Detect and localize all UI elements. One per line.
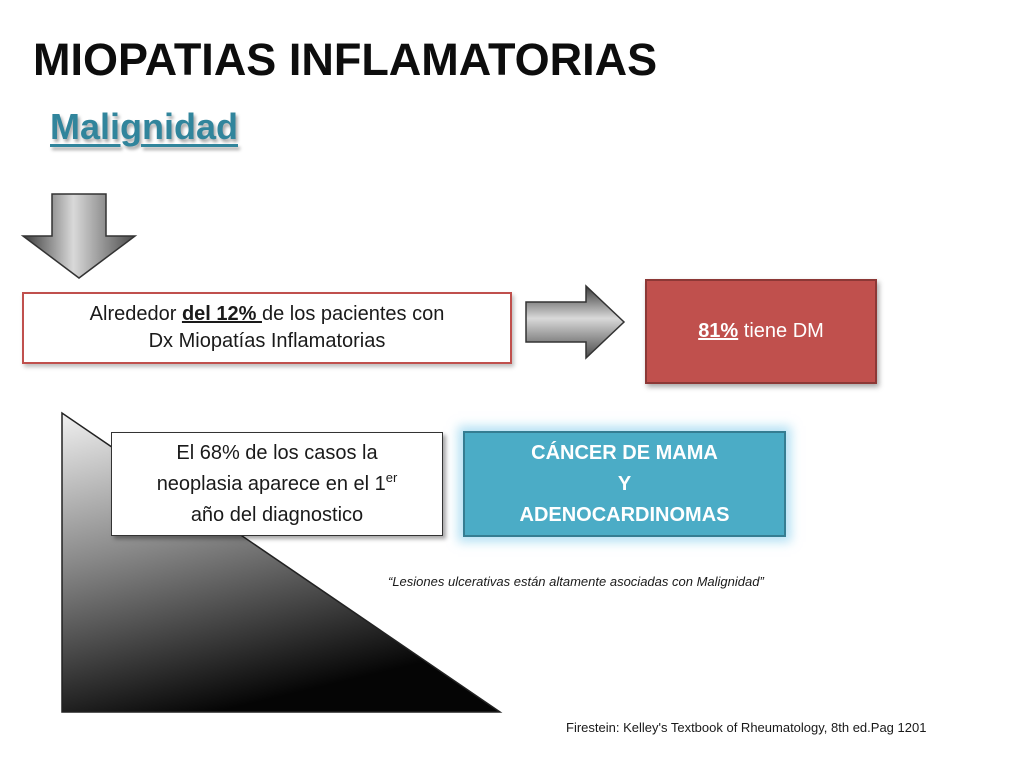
patients-line-1-suffix: de los pacientes con	[261, 303, 445, 325]
cancer-line-3: ADENOCARDINOMAS	[519, 503, 730, 526]
down-arrow-icon	[20, 193, 138, 279]
cancer-line-1: CÁNCER DE MAMA	[531, 441, 718, 464]
diagnosis-timing-box: El 68% de los casos la neoplasia aparece…	[111, 432, 443, 536]
diagnosis-line-1: El 68% de los casos la	[176, 441, 378, 464]
right-arrow-icon	[525, 284, 626, 360]
patients-line-1-prefix: Alrededor	[89, 303, 182, 325]
dm-text: tiene DM	[738, 320, 824, 342]
diagnosis-line-2-text: neoplasia aparece en el 1	[156, 472, 386, 495]
dm-percentage: 81%	[698, 320, 739, 342]
patients-line-2: Dx Miopatías Inflamatorias	[148, 330, 386, 352]
source-citation: Firestein: Kelley's Textbook of Rheumato…	[566, 720, 927, 735]
patients-percentage-box: Alrededor del 12% de los pacientes con D…	[22, 292, 512, 364]
diagnosis-superscript: er	[385, 469, 398, 485]
patients-percentage-highlight: del 12%	[181, 303, 262, 325]
patients-line-1: Alrededor del 12% de los pacientes con	[90, 301, 445, 328]
dm-percentage-box: 81% tiene DM	[645, 279, 877, 384]
diagnosis-line-2: neoplasia aparece en el 1er	[157, 469, 398, 500]
cancer-types-box: CÁNCER DE MAMA Y ADENOCARDINOMAS	[463, 431, 786, 537]
cancer-line-2: Y	[617, 472, 632, 495]
slide-subtitle: Malignidad	[50, 106, 238, 147]
ulcerative-lesions-quote: “Lesiones ulcerativas están altamente as…	[388, 574, 764, 589]
diagnosis-line-3: año del diagnostico	[190, 503, 364, 526]
slide-title: MIOPATIAS INFLAMATORIAS	[33, 34, 658, 85]
